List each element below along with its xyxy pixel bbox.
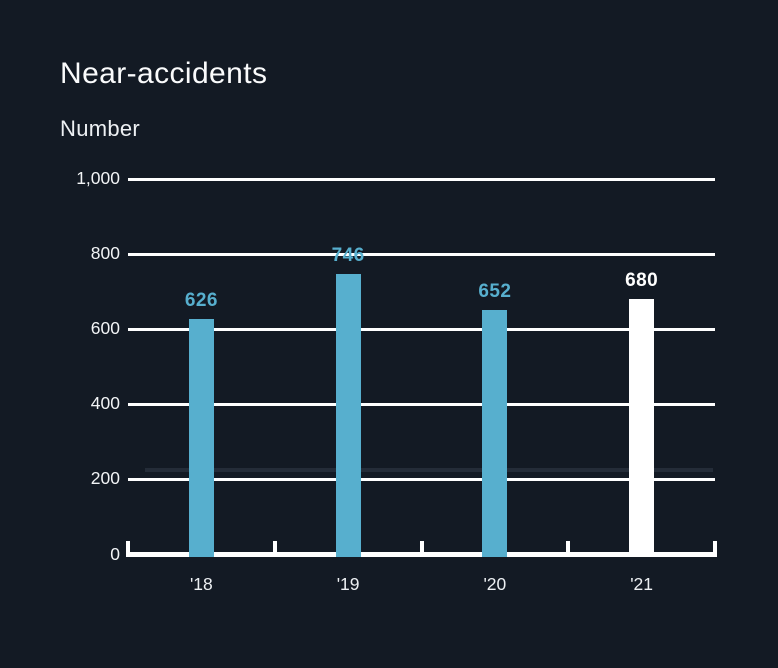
x-tick-label: '18 xyxy=(189,574,213,594)
bar xyxy=(335,274,361,557)
axis-tick xyxy=(566,541,571,554)
y-tick-label: 200 xyxy=(90,468,120,489)
axis-tick xyxy=(272,541,277,554)
bar-value-label: 652 xyxy=(478,280,512,302)
bar xyxy=(188,319,214,557)
bar xyxy=(629,299,655,557)
gridline xyxy=(128,402,715,406)
y-tick-label: 600 xyxy=(90,318,120,339)
bar-value-label: 680 xyxy=(625,270,659,292)
x-tick-label: '20 xyxy=(483,574,507,594)
bar xyxy=(482,309,508,557)
x-axis-line xyxy=(126,552,717,557)
y-tick-label: 400 xyxy=(90,393,120,414)
axis-unit-label: Number xyxy=(60,116,141,141)
gridline xyxy=(128,252,715,256)
x-tick-label: '19 xyxy=(336,574,360,594)
gridline xyxy=(128,177,715,181)
gridline xyxy=(128,327,715,331)
axis-tick xyxy=(126,541,130,554)
x-tick-label: '21 xyxy=(630,574,654,594)
axis-tick xyxy=(419,541,424,554)
bar-value-label: 626 xyxy=(184,290,218,312)
axis-tick xyxy=(713,541,717,554)
y-tick-label: 1,000 xyxy=(76,168,120,188)
gridline xyxy=(128,477,715,481)
y-tick-label: 0 xyxy=(110,543,120,564)
y-tick-label: 800 xyxy=(90,243,120,264)
chart-title: Near-accidents xyxy=(60,57,268,90)
reference-line xyxy=(145,468,713,472)
bar-value-label: 746 xyxy=(331,245,365,267)
